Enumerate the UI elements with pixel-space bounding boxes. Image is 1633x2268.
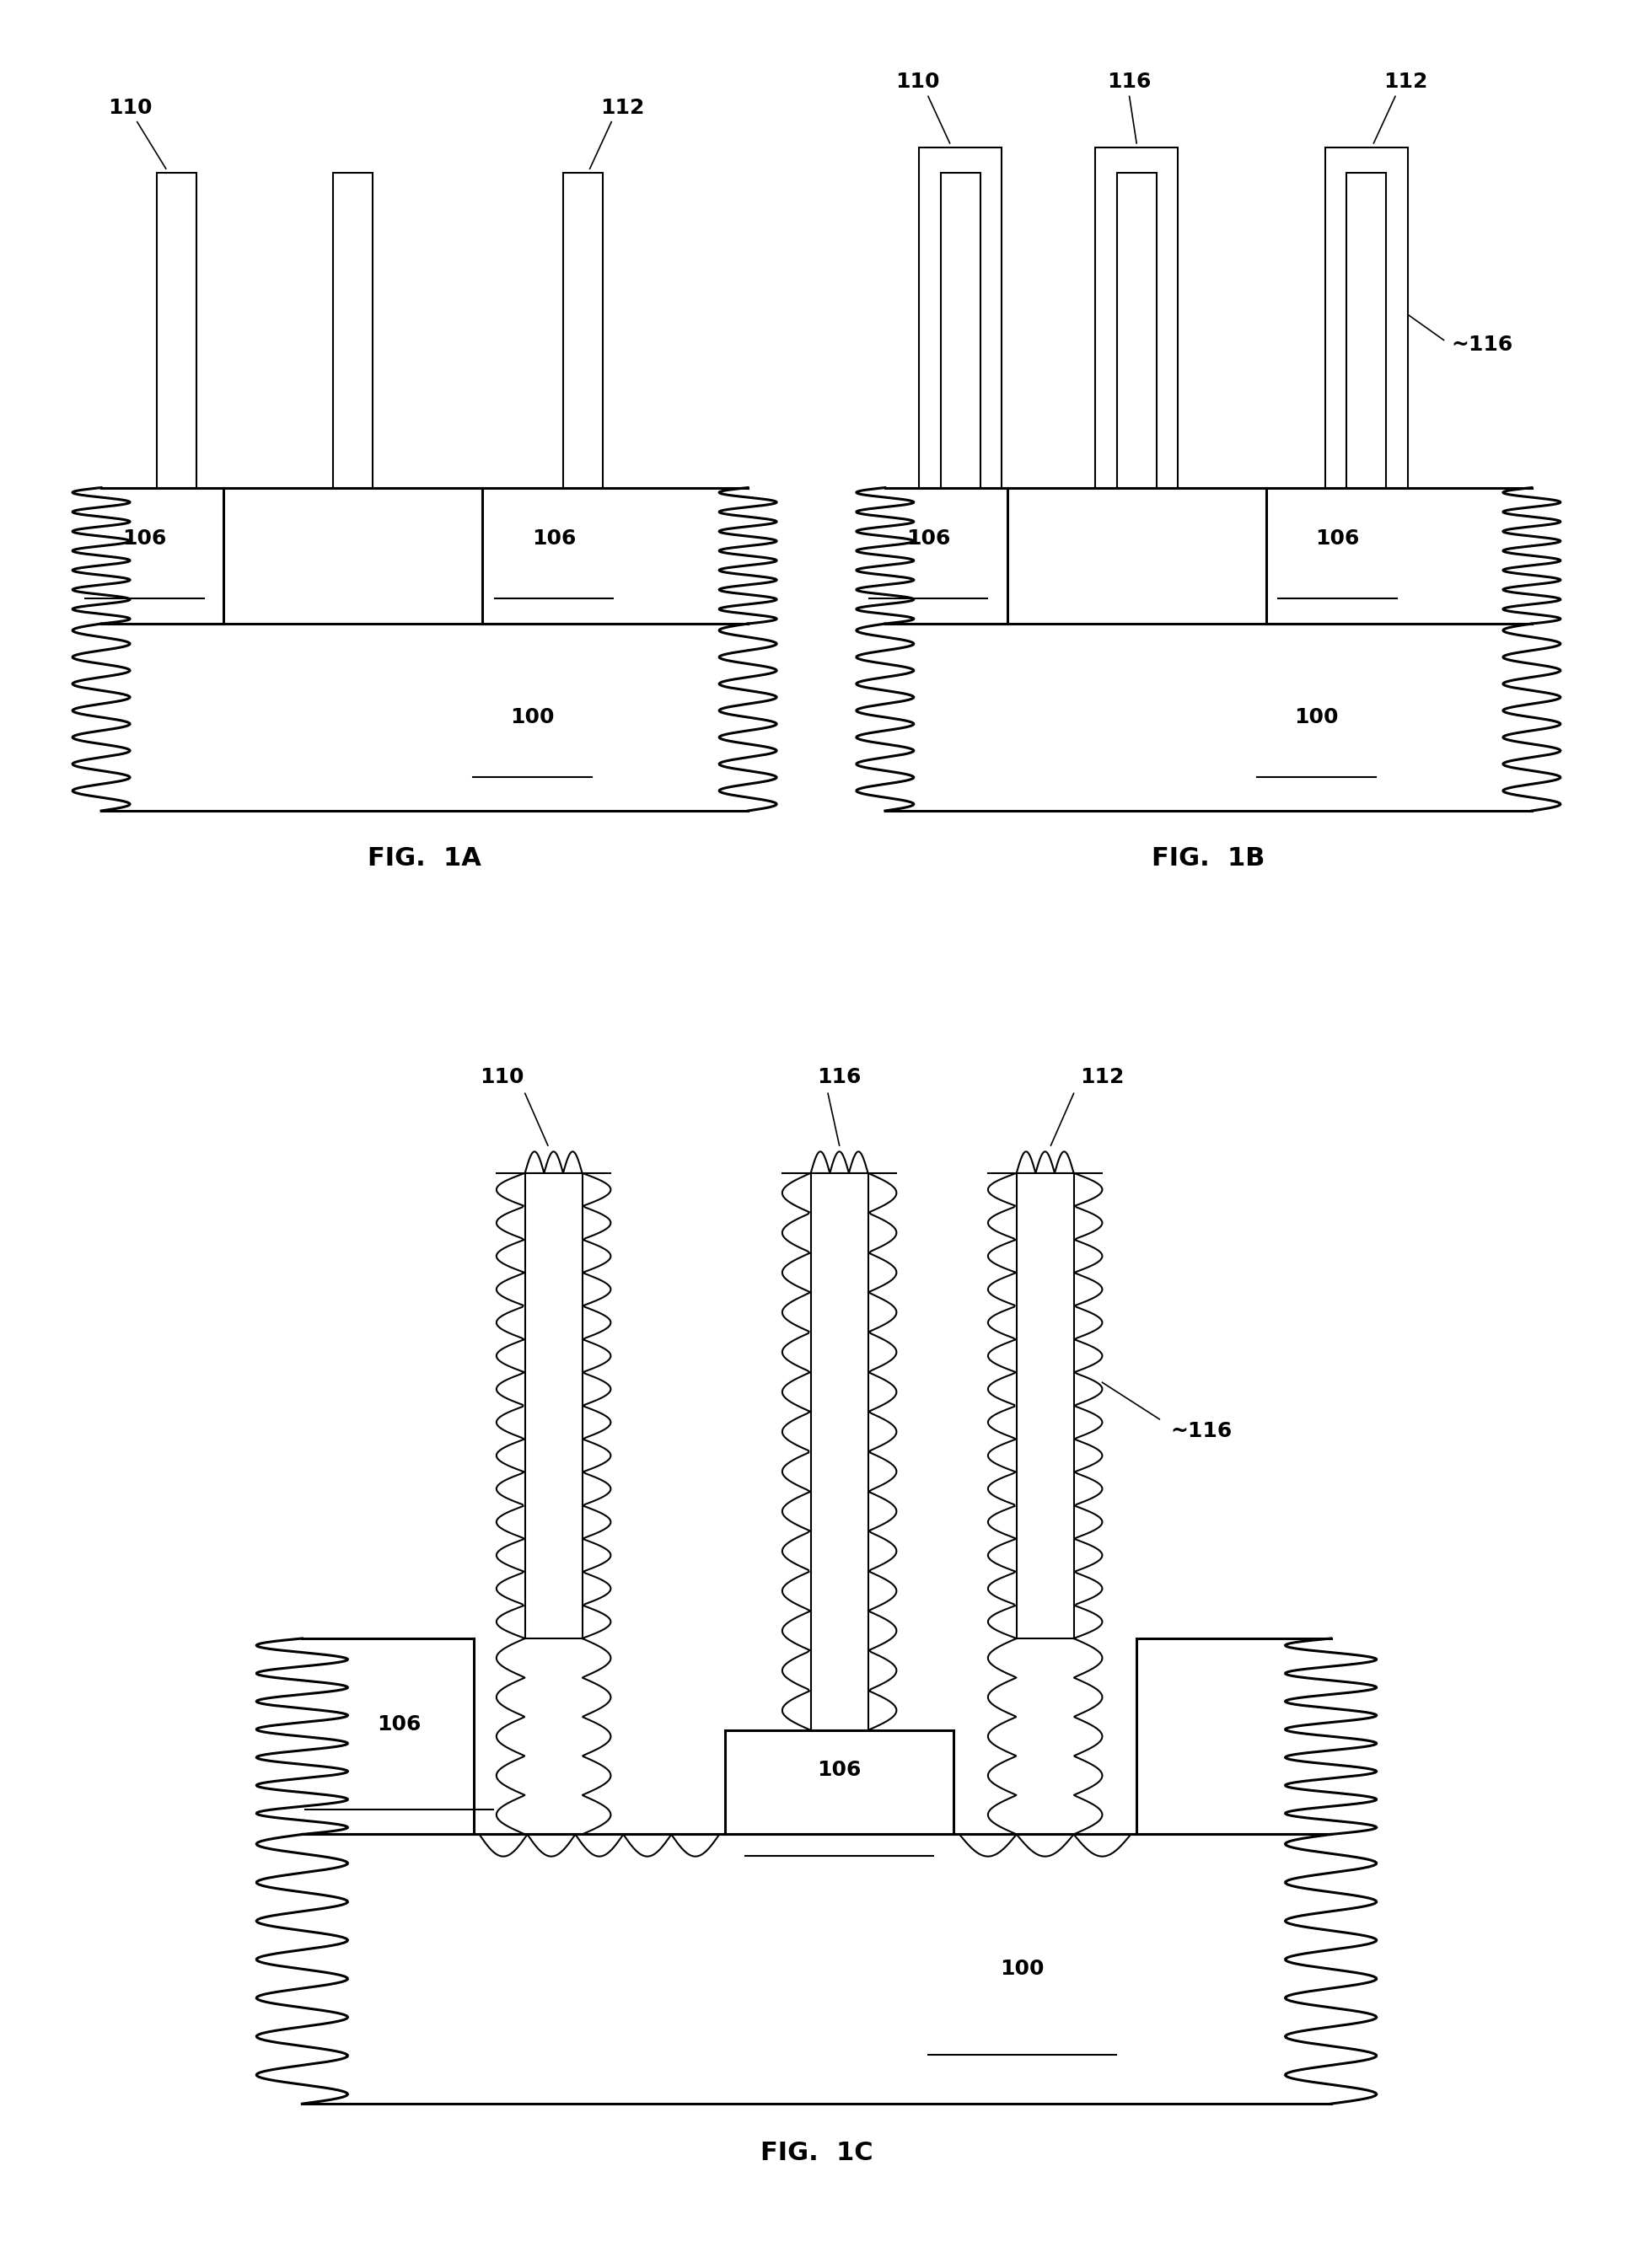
Bar bbox=[333, 172, 372, 488]
Text: 100: 100 bbox=[1293, 708, 1339, 728]
Bar bbox=[526, 1173, 581, 1637]
Bar bbox=[1347, 172, 1386, 488]
Text: 112: 112 bbox=[1079, 1066, 1125, 1086]
Bar bbox=[1326, 147, 1408, 488]
Text: FIG.  1B: FIG. 1B bbox=[1151, 846, 1266, 871]
Bar bbox=[919, 147, 1003, 488]
Text: 100: 100 bbox=[509, 708, 555, 728]
Text: ~116: ~116 bbox=[1171, 1422, 1233, 1442]
Bar bbox=[1117, 172, 1156, 488]
Text: 110: 110 bbox=[108, 98, 152, 118]
Text: 110: 110 bbox=[895, 73, 939, 93]
Text: 116: 116 bbox=[816, 1066, 862, 1086]
Bar bbox=[1016, 1173, 1075, 1637]
Text: 116: 116 bbox=[1107, 73, 1151, 93]
Text: 106: 106 bbox=[122, 528, 167, 549]
Text: 106: 106 bbox=[532, 528, 576, 549]
Text: 106: 106 bbox=[377, 1715, 421, 1735]
Bar bbox=[1096, 147, 1177, 488]
Bar bbox=[157, 172, 196, 488]
Bar bbox=[812, 1173, 869, 1730]
Text: 100: 100 bbox=[999, 1960, 1045, 1980]
Text: FIG.  1A: FIG. 1A bbox=[367, 846, 482, 871]
Text: 112: 112 bbox=[1383, 73, 1429, 93]
Text: 106: 106 bbox=[906, 528, 950, 549]
Text: 110: 110 bbox=[480, 1066, 524, 1086]
Text: 106: 106 bbox=[816, 1760, 862, 1780]
Bar bbox=[563, 172, 603, 488]
Text: ~116: ~116 bbox=[1452, 333, 1512, 354]
Text: FIG.  1C: FIG. 1C bbox=[761, 2141, 872, 2166]
Text: 112: 112 bbox=[599, 98, 645, 118]
Text: 106: 106 bbox=[1316, 528, 1360, 549]
Bar bbox=[941, 172, 980, 488]
